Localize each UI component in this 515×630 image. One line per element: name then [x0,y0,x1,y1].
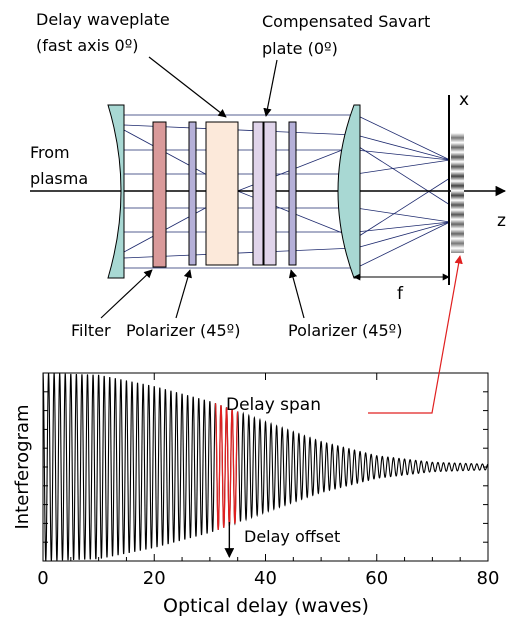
ray-focus-upper-a [355,114,451,161]
delay-waveplate-label-2: (fast axis 0º) [36,36,138,55]
savart-plate-a [252,121,264,266]
ray-focus-upper-c [355,149,451,161]
ray-focus-upper-b [355,134,451,161]
ray-focus-lower-a [355,207,451,223]
filter-pointer [100,269,153,319]
ray-focus-upper-d [355,159,451,175]
delay-offset-label: Delay offset [244,527,340,546]
x-tick-label: 40 [254,568,277,589]
ray-focus-mix-b [355,177,451,239]
x-tick-label: 80 [477,568,500,589]
x-axis-label: x [459,90,469,110]
x-tick-label: 0 [37,568,48,589]
delay-waveplate-label-1: Delay waveplate [36,10,170,29]
y-axis-title: Interferogram [12,404,33,529]
x-axis-title: Optical delay (waves) [163,595,369,617]
from-plasma-label-1: From [30,143,70,162]
x-tick-label: 60 [365,568,388,589]
waveplate-pointer [148,56,227,118]
polarizer-1-pointer [175,269,192,319]
z-axis-label: z [497,211,506,231]
interferogram-trace [42,372,489,561]
savart-plate-b [263,121,277,266]
ray-focus-lower-d [355,221,451,269]
delay-waveplate [205,121,239,266]
polarizer-2-pointer [288,269,305,319]
filter [152,121,167,268]
x-tick-label: 20 [143,568,166,589]
savart-label-2: plate (0º) [262,39,338,58]
polarizer-1-label: Polarizer (45º) [126,321,240,340]
from-plasma-label-2: plasma [30,169,88,188]
collimating-lens [107,104,125,279]
polarizer-2-label: Polarizer (45º) [288,321,402,340]
savart-pointer [263,59,278,117]
ray-focus-mix-a [355,144,451,206]
polarizer-2 [288,121,297,266]
delay-span-connector [368,255,463,414]
detector-fringes [451,133,464,253]
savart-label-1: Compensated Savart [262,12,430,31]
delay-span-trace [214,403,239,530]
ray-focus-lower-c [355,221,451,249]
imaging-lens [337,104,361,279]
delay-span-label: Delay span [226,395,321,415]
focal-length-label: f [397,284,404,304]
x-ticks: 0 20 40 60 80 [37,373,499,589]
ray-focus-lower-b [355,221,451,233]
polarizer-1 [188,121,197,266]
filter-label: Filter [71,321,111,340]
